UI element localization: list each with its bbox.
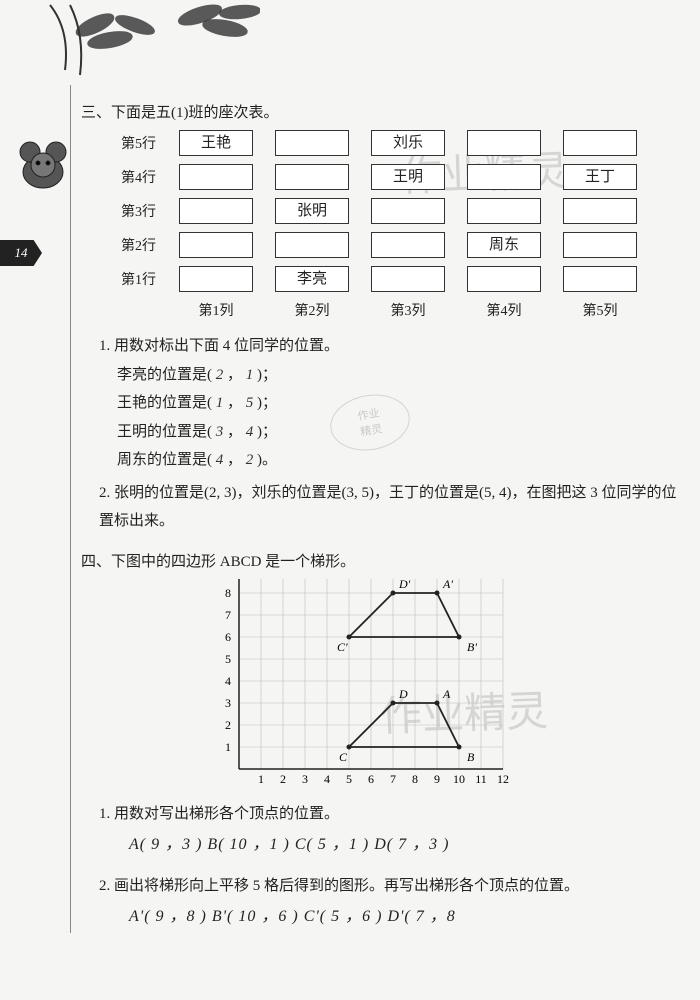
row-label: 第4行 — [121, 167, 179, 187]
svg-text:7: 7 — [390, 772, 396, 786]
svg-text:6: 6 — [225, 630, 231, 644]
svg-text:1: 1 — [258, 772, 264, 786]
seat-cell: 李亮 — [275, 266, 349, 292]
bamboo-decoration — [40, 0, 260, 80]
question-4-2: 2. 画出将梯形向上平移 5 格后得到的图形。再写出梯形各个顶点的位置。 A'(… — [99, 871, 680, 933]
position-line: 王明的位置是( 3 ， 4 )； — [117, 418, 680, 447]
svg-text:6: 6 — [368, 772, 374, 786]
seat-cell: 王丁 — [563, 164, 637, 190]
position-line: 李亮的位置是( 2 ， 1 )； — [117, 361, 680, 390]
svg-text:8: 8 — [412, 772, 418, 786]
svg-text:4: 4 — [324, 772, 330, 786]
question-text: 1. 用数对标出下面 4 位同学的位置。 — [99, 332, 680, 361]
seat-cell: 张明 — [275, 198, 349, 224]
column-label: 第5列 — [563, 300, 637, 320]
question-text: 2. 画出将梯形向上平移 5 格后得到的图形。再写出梯形各个顶点的位置。 — [99, 871, 680, 901]
column-label: 第4列 — [467, 300, 541, 320]
seat-cell: 王艳 — [179, 130, 253, 156]
seat-cell — [563, 198, 637, 224]
svg-text:B: B — [467, 750, 475, 764]
seat-cell — [275, 164, 349, 190]
page-content: 三、下面是五(1)班的座次表。 第5行王艳刘乐第4行王明王丁第3行张明第2行周东… — [70, 85, 680, 933]
seating-row: 第2行 周东 — [121, 232, 680, 258]
svg-text:3: 3 — [225, 696, 231, 710]
handwritten-answer: A'( 9 ，8 ) B'( 10 ，6 ) C'( 5 ，6 ) D'( 7 … — [129, 901, 680, 933]
seat-cell — [275, 130, 349, 156]
svg-text:C': C' — [337, 640, 348, 654]
column-label: 第1列 — [179, 300, 253, 320]
column-label: 第3列 — [371, 300, 445, 320]
seat-cell — [179, 164, 253, 190]
row-label: 第2行 — [121, 235, 179, 255]
column-label: 第2列 — [275, 300, 349, 320]
position-line: 周东的位置是( 4 ， 2 )。 — [117, 446, 680, 475]
svg-text:11: 11 — [475, 772, 487, 786]
seat-cell — [467, 164, 541, 190]
seat-cell — [371, 198, 445, 224]
seat-cell — [563, 232, 637, 258]
seat-cell — [467, 266, 541, 292]
svg-text:D: D — [398, 687, 408, 701]
mouse-decoration — [8, 130, 78, 200]
seating-row: 第4行 王明 王丁 — [121, 164, 680, 190]
svg-text:12: 12 — [497, 772, 509, 786]
row-label: 第5行 — [121, 133, 179, 153]
seat-cell — [563, 266, 637, 292]
svg-text:8: 8 — [225, 586, 231, 600]
seating-row: 第3行 张明 — [121, 198, 680, 224]
svg-text:2: 2 — [225, 718, 231, 732]
section-3-title: 三、下面是五(1)班的座次表。 — [81, 101, 680, 122]
seat-cell: 刘乐 — [371, 130, 445, 156]
position-line: 王艳的位置是( 1 ， 5 )； — [117, 389, 680, 418]
svg-text:1: 1 — [225, 740, 231, 754]
svg-text:B': B' — [467, 640, 477, 654]
trapezoid-grid: 123456789101112123456789ABCDA'B'C'D' — [211, 579, 531, 789]
question-3-2: 2. 张明的位置是(2, 3)，刘乐的位置是(3, 5)，王丁的位置是(5, 4… — [99, 479, 680, 536]
seat-cell — [275, 232, 349, 258]
seating-chart: 第5行王艳刘乐第4行王明王丁第3行张明第2行周东第1行李亮 第1列第2列第3列第… — [121, 130, 680, 320]
handwritten-answer: A( 9 ，3 ) B( 10 ，1 ) C( 5 ，1 ) D( 7 ，3 ) — [129, 829, 680, 861]
seat-cell — [179, 232, 253, 258]
svg-text:C: C — [339, 750, 348, 764]
seat-cell — [179, 266, 253, 292]
question-3-1: 1. 用数对标出下面 4 位同学的位置。 李亮的位置是( 2 ， 1 )；王艳的… — [99, 332, 680, 475]
seat-cell — [371, 232, 445, 258]
svg-text:D': D' — [398, 579, 411, 591]
section-4-title: 四、下图中的四边形 ABCD 是一个梯形。 — [81, 550, 680, 571]
svg-text:4: 4 — [225, 674, 231, 688]
svg-text:2: 2 — [280, 772, 286, 786]
seat-cell — [179, 198, 253, 224]
row-label: 第1行 — [121, 269, 179, 289]
seat-cell — [371, 266, 445, 292]
column-labels: 第1列 第2列 第3列 第4列 第5列 — [179, 300, 680, 320]
svg-text:10: 10 — [453, 772, 465, 786]
page-number-tab: 14 — [0, 240, 42, 266]
question-4-1: 1. 用数对写出梯形各个顶点的位置。 A( 9 ，3 ) B( 10 ，1 ) … — [99, 799, 680, 861]
svg-text:5: 5 — [225, 652, 231, 666]
seat-cell: 王明 — [371, 164, 445, 190]
svg-text:9: 9 — [434, 772, 440, 786]
seating-row: 第5行王艳 刘乐 — [121, 130, 680, 156]
svg-text:5: 5 — [346, 772, 352, 786]
seat-cell — [467, 198, 541, 224]
seat-cell — [467, 130, 541, 156]
svg-text:7: 7 — [225, 608, 231, 622]
svg-text:3: 3 — [302, 772, 308, 786]
seat-cell: 周东 — [467, 232, 541, 258]
svg-text:A': A' — [442, 579, 453, 591]
question-text: 1. 用数对写出梯形各个顶点的位置。 — [99, 799, 680, 829]
seat-cell — [563, 130, 637, 156]
svg-text:A: A — [442, 687, 451, 701]
seating-row: 第1行 李亮 — [121, 266, 680, 292]
row-label: 第3行 — [121, 201, 179, 221]
